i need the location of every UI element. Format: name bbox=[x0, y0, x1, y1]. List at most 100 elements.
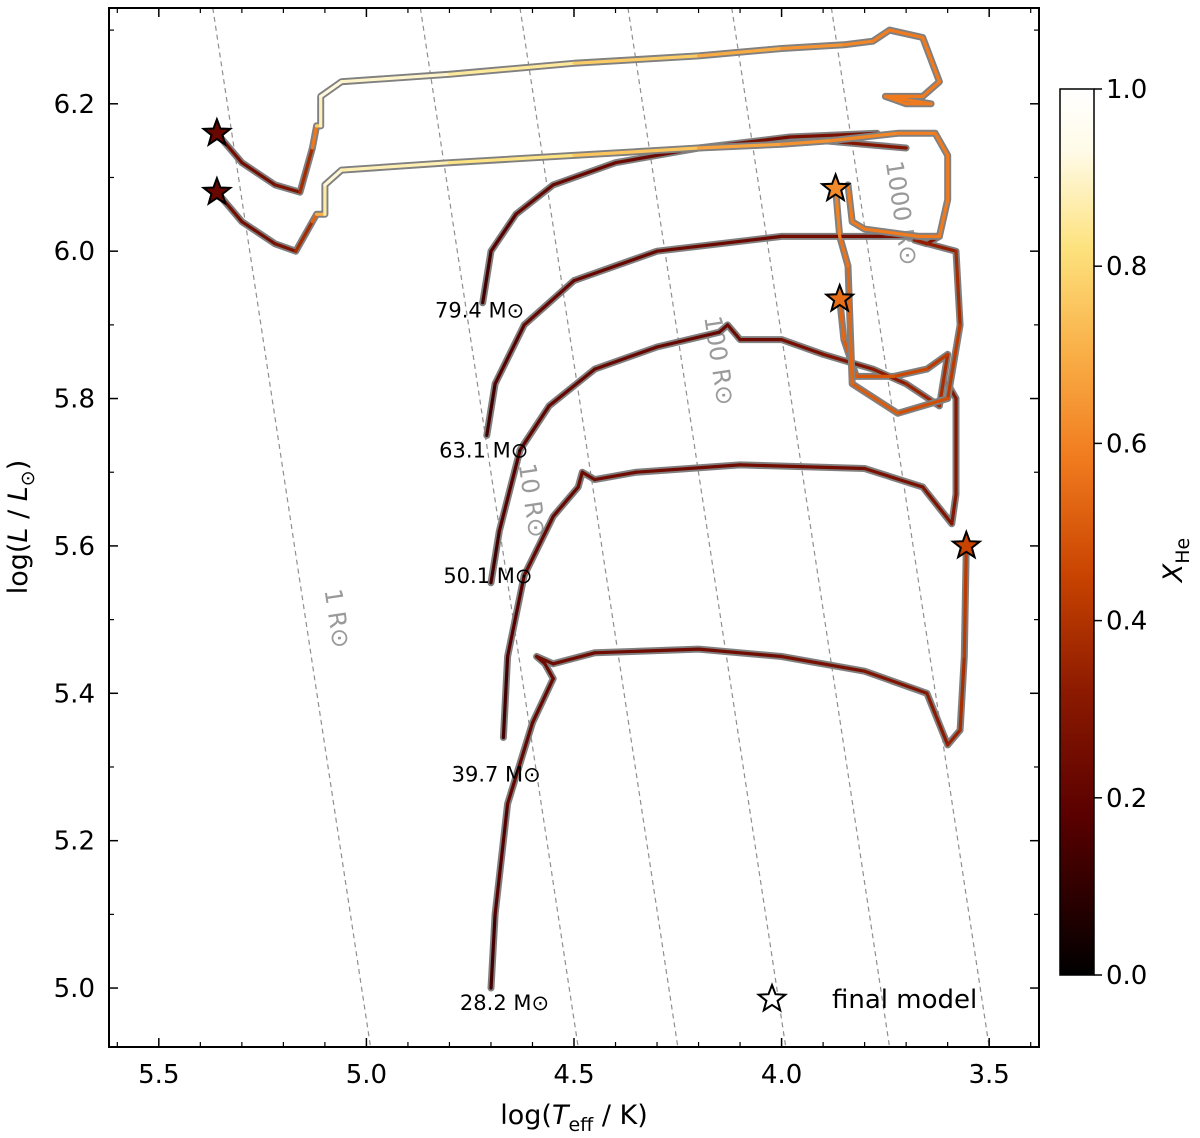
radius-line bbox=[830, 8, 990, 1047]
track-outline bbox=[499, 380, 960, 741]
track-segment bbox=[838, 234, 850, 268]
radius-line bbox=[627, 8, 787, 1047]
track-segment bbox=[846, 183, 854, 224]
colorbar-gradient bbox=[1059, 88, 1095, 976]
mass-label: 79.4 M⊙ bbox=[435, 298, 524, 322]
track-segment bbox=[962, 544, 968, 659]
colorbar-tick-label: 0.2 bbox=[1106, 784, 1147, 814]
final-model-star bbox=[200, 116, 234, 147]
final-model-star bbox=[200, 175, 234, 206]
x-tick-label: 4.0 bbox=[761, 1060, 802, 1090]
star-icon bbox=[755, 982, 789, 1013]
legend: final model bbox=[755, 982, 977, 1015]
track-segment bbox=[958, 654, 966, 732]
mass-label: 28.2 M⊙ bbox=[460, 991, 549, 1015]
track-segment bbox=[655, 330, 721, 349]
x-tick-label: 5.5 bbox=[138, 1060, 179, 1090]
x-tick-label: 5.0 bbox=[346, 1060, 387, 1090]
final-model-stars bbox=[200, 116, 983, 560]
track-segment bbox=[871, 28, 892, 43]
track-segment bbox=[493, 802, 510, 917]
track-segment bbox=[485, 382, 497, 437]
track-segment bbox=[634, 463, 742, 474]
track-segment bbox=[883, 94, 933, 106]
radius-lines bbox=[212, 8, 990, 1047]
track-segment bbox=[779, 43, 846, 51]
track-segment bbox=[655, 234, 784, 253]
track-segment bbox=[779, 654, 867, 673]
track-segment bbox=[514, 183, 555, 216]
track-segment bbox=[717, 323, 730, 334]
track-outline bbox=[487, 542, 970, 992]
track-segment bbox=[779, 139, 834, 146]
track-segment bbox=[534, 654, 555, 666]
track-segment bbox=[506, 721, 535, 806]
track-segment bbox=[925, 352, 950, 371]
track-segment bbox=[323, 168, 344, 187]
track-segment bbox=[547, 367, 597, 408]
track-segment bbox=[273, 183, 302, 194]
y-tick-label: 5.6 bbox=[54, 532, 95, 562]
final-model-star bbox=[950, 529, 983, 560]
track-segment bbox=[779, 338, 825, 356]
track-segment bbox=[892, 367, 929, 378]
track-segment bbox=[319, 80, 344, 99]
track-segment bbox=[887, 28, 925, 40]
track-segment bbox=[572, 146, 701, 157]
track-segment bbox=[273, 242, 298, 253]
track-segment bbox=[946, 323, 962, 401]
y-tick-label: 5.4 bbox=[54, 679, 95, 709]
legend-label: final model bbox=[832, 985, 977, 1015]
track-segment bbox=[593, 647, 701, 655]
final-model-star bbox=[819, 171, 852, 203]
track-segment bbox=[862, 466, 925, 489]
y-axis-title: log(L / L⊙) bbox=[3, 460, 39, 595]
y-tick-label: 5.2 bbox=[54, 827, 95, 857]
track-outline bbox=[213, 26, 943, 196]
mass-label: 39.7 M⊙ bbox=[452, 763, 541, 787]
track-segment bbox=[489, 912, 497, 990]
track-segment bbox=[310, 124, 319, 150]
track-segment bbox=[738, 463, 867, 471]
track-segment bbox=[522, 279, 576, 327]
colorbar-tick-label: 0.6 bbox=[1106, 429, 1147, 459]
track-segment bbox=[725, 323, 742, 342]
colorbar-tick-label: 0.4 bbox=[1106, 607, 1147, 637]
track-segment bbox=[481, 249, 493, 305]
track-segment bbox=[593, 470, 638, 482]
tracks bbox=[213, 26, 970, 992]
track-segment bbox=[925, 691, 950, 747]
track-segment bbox=[921, 35, 942, 84]
track-segment bbox=[530, 676, 555, 725]
track-segment bbox=[339, 161, 451, 172]
track-segment bbox=[850, 382, 900, 415]
colorbar-tick-label: 0.0 bbox=[1106, 961, 1147, 991]
track-segment bbox=[846, 264, 854, 386]
track-segment bbox=[240, 161, 277, 187]
track-segment bbox=[576, 470, 584, 489]
track-segment bbox=[946, 728, 962, 747]
colorbar: 0.0 0.2 0.4 0.6 0.8 1.0 XHe bbox=[1059, 75, 1194, 991]
track-segment bbox=[593, 345, 659, 371]
mass-labels: 28.2 M⊙ 39.7 M⊙ 50.1 M⊙ 63.1 M⊙ 79.4 M⊙ bbox=[435, 298, 549, 1015]
track-segment bbox=[543, 662, 555, 681]
track-segment bbox=[501, 654, 510, 740]
track-segment bbox=[497, 448, 522, 533]
track-segment bbox=[240, 220, 277, 246]
x-axis-title: log(Teff / K) bbox=[500, 1100, 648, 1136]
y-tick-label: 6.2 bbox=[54, 90, 95, 120]
track-segment bbox=[937, 198, 950, 238]
track-segment bbox=[447, 153, 576, 165]
track-segment bbox=[921, 80, 942, 99]
track-segment bbox=[580, 470, 597, 482]
track-segment bbox=[339, 72, 451, 84]
track-segment bbox=[551, 651, 597, 666]
y-tick-label: 5.8 bbox=[54, 385, 95, 415]
final-model-star bbox=[823, 282, 856, 313]
track-segment bbox=[850, 220, 867, 231]
track-segment bbox=[522, 514, 555, 578]
x-tick-label: 3.5 bbox=[968, 1060, 1009, 1090]
track-segment bbox=[696, 647, 784, 659]
track-segment bbox=[298, 146, 314, 194]
